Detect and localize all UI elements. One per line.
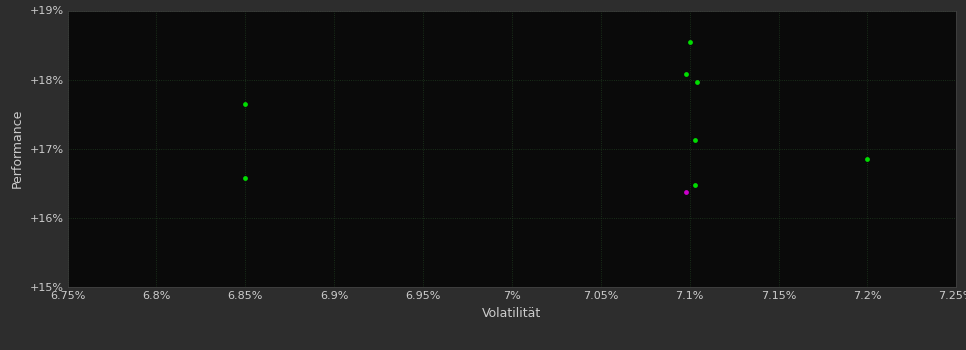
Point: [688, 138, 703, 143]
Point: [238, 176, 253, 181]
Point: [678, 189, 694, 195]
Point: [682, 39, 697, 44]
Y-axis label: Performance: Performance: [11, 109, 24, 188]
Point: [688, 182, 703, 188]
Point: [689, 79, 704, 84]
X-axis label: Volatilität: Volatilität: [482, 307, 542, 320]
Point: [238, 101, 253, 107]
Point: [678, 71, 694, 77]
Point: [860, 156, 875, 162]
